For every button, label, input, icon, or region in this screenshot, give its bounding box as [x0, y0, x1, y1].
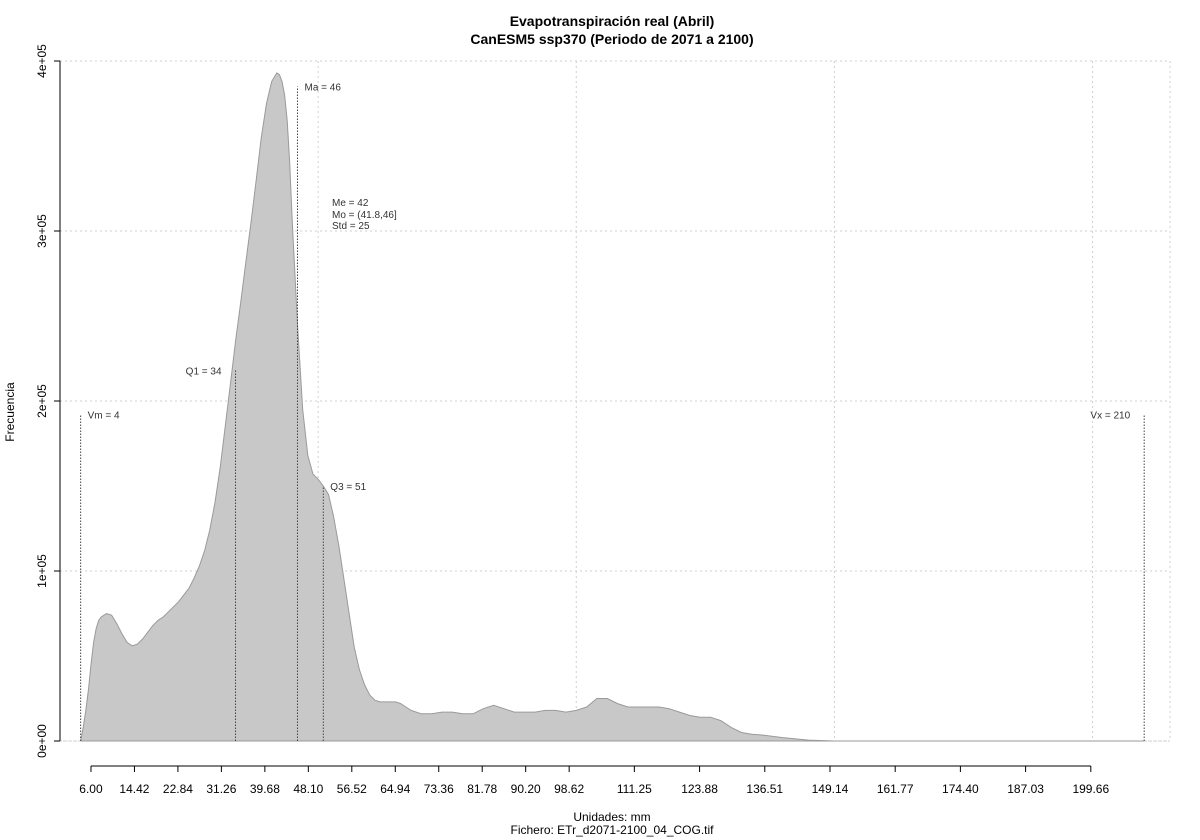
stat-marker-label: Q3 = 51: [330, 482, 366, 493]
stat-marker: Vx = 210: [1090, 411, 1145, 741]
x-tick-label: 111.25: [617, 782, 652, 796]
stat-markers: Vm = 4 Q1 = 34 Ma = 46 Q3 = 51 Vx = 210: [80, 83, 1145, 741]
stat-marker-label: Vm = 4: [88, 411, 120, 422]
x-tick-label: 81.78: [467, 782, 497, 796]
x-tick-label: 161.77: [877, 782, 914, 796]
x-tick-label: 98.62: [554, 782, 584, 796]
x-tick-label: 73.36: [424, 782, 454, 796]
chart-title: Evapotranspiración real (Abril): [510, 13, 715, 29]
stats-median: Me = 42: [332, 198, 369, 209]
stat-marker: Ma = 46: [296, 83, 341, 741]
x-tick-label: 56.52: [337, 782, 367, 796]
x-tick-label: 187.03: [1007, 782, 1044, 796]
stats-annotation: Me = 42 Mo = (41.8,46] Std = 25: [332, 198, 397, 232]
y-tick-label: 4e+05: [35, 44, 49, 78]
x-tick-label: 39.68: [250, 782, 280, 796]
x-tick-label: 174.40: [942, 782, 979, 796]
y-tick-label: 3e+05: [35, 214, 49, 248]
y-tick-label: 0e+00: [35, 724, 49, 758]
stat-marker-label: Vx = 210: [1090, 411, 1130, 422]
x-tick-label: 64.94: [380, 782, 410, 796]
stat-marker-label: Ma = 46: [304, 83, 341, 94]
x-tick-label: 123.88: [681, 782, 718, 796]
chart-subtitle: CanESM5 ssp370 (Periodo de 2071 a 2100): [470, 31, 753, 47]
x-axis: 6.00 14.42 22.84 31.26 39.68 48.10 56.52 64.94 7…: [79, 765, 1109, 796]
stats-mode: Mo = (41.8,46]: [332, 210, 397, 221]
file-caption: Fichero: ETr_d2071-2100_04_COG.tif: [511, 823, 715, 837]
x-tick-label: 6.00: [79, 782, 103, 796]
x-tick-label: 90.20: [511, 782, 541, 796]
x-tick-label: 48.10: [293, 782, 323, 796]
y-tick-label: 1e+05: [35, 554, 49, 588]
x-tick-label: 149.14: [812, 782, 849, 796]
x-tick-label: 136.51: [746, 782, 783, 796]
stat-marker: Q1 = 34: [186, 366, 237, 741]
density-area: [80, 72, 1145, 742]
x-axis-title: Unidades: mm: [573, 810, 650, 824]
y-axis: 0e+00 1e+05 2e+05 3e+05 4e+05: [35, 44, 61, 758]
stat-marker: Vm = 4: [80, 411, 120, 741]
stats-std: Std = 25: [332, 221, 370, 232]
x-tick-label: 22.84: [163, 782, 193, 796]
x-tick-label: 14.42: [119, 782, 149, 796]
x-tick-label: 31.26: [206, 782, 236, 796]
stat-marker: Q3 = 51: [322, 482, 367, 741]
y-tick-label: 2e+05: [35, 384, 49, 418]
y-axis-title: Frecuencia: [3, 382, 17, 442]
x-tick-label: 199.66: [1072, 782, 1109, 796]
stat-marker-label: Q1 = 34: [186, 366, 222, 377]
